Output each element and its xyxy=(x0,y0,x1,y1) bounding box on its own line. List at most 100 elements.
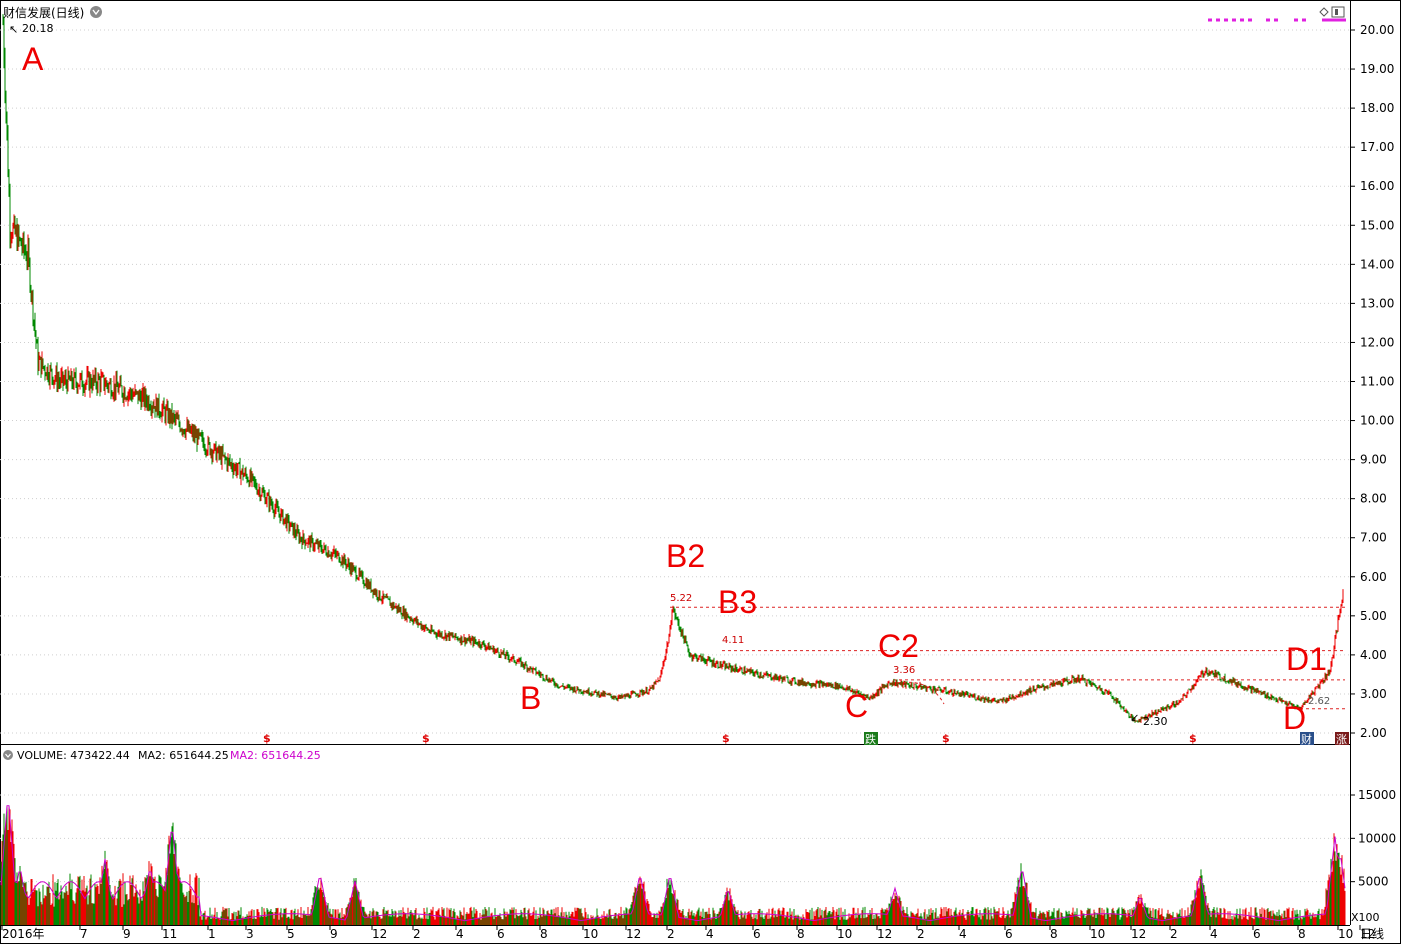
x-tick-label: 6 xyxy=(1253,927,1261,941)
zhang-badge-text: 涨 xyxy=(1336,733,1347,746)
volume-tick-label: 10000 xyxy=(1358,831,1396,845)
label-D1: D1 xyxy=(1286,641,1327,677)
x-tick-label: 5 xyxy=(287,927,295,941)
cai-badge-text: 财 xyxy=(1301,732,1312,746)
label-D: D xyxy=(1283,700,1306,736)
price-tick-label: 17.00 xyxy=(1360,140,1394,154)
settings-icon[interactable] xyxy=(90,6,102,18)
volume-grid xyxy=(0,794,1350,883)
window-icon-fill xyxy=(1335,9,1338,15)
price-tick-label: 2.00 xyxy=(1360,726,1387,740)
ma2-black: MA2: 651644.25 xyxy=(138,749,229,762)
x-tick-label: 12 xyxy=(877,927,892,941)
price-tick-label: 9.00 xyxy=(1360,453,1387,467)
x-tick-label: 10 xyxy=(1090,927,1105,941)
label-C: C xyxy=(845,688,868,724)
reference-lines xyxy=(670,606,1345,710)
x-tick-label: 日线 xyxy=(1360,927,1384,941)
die-badge[interactable] xyxy=(864,732,878,745)
x-tick-label: 10 xyxy=(1338,927,1353,941)
x-tick-label: 2 xyxy=(413,927,421,941)
dividend-marker-4[interactable]: $ xyxy=(942,732,950,745)
peak-arrow: ↖ xyxy=(9,23,18,36)
value-230: 2.30 xyxy=(1143,715,1168,728)
x-tick-label: 9 xyxy=(123,927,131,941)
c2-arc xyxy=(896,681,945,705)
ma2-magenta: MA2: 651644.25 xyxy=(230,749,321,762)
zhang-badge[interactable] xyxy=(1335,732,1349,745)
die-badge-text: 跌 xyxy=(865,732,876,746)
x-axis-ticks: 2016年 7 9 11 1 3 5 9 12 2 4 6 8 10 12 2 4 6 8 10 12 2 4 6 8 10 12 2… xyxy=(1,925,1384,941)
x-tick-label: 4 xyxy=(456,927,464,941)
x-tick-label: 11 xyxy=(162,927,177,941)
price-tick-label: 8.00 xyxy=(1360,492,1387,506)
price-tick-label: 3.00 xyxy=(1360,687,1387,701)
x-tick-label: 6 xyxy=(1005,927,1013,941)
value-522: 5.22 xyxy=(670,593,692,604)
x-tick-label: 12 xyxy=(626,927,641,941)
dividend-marker-1[interactable]: $ xyxy=(263,732,271,745)
price-candles xyxy=(2,14,1344,723)
x-tick-label: 2 xyxy=(917,927,925,941)
x-tick-label: 7 xyxy=(80,927,88,941)
x-tick-label: 4 xyxy=(959,927,967,941)
x-tick-label: 8 xyxy=(540,927,548,941)
price-tick-label: 7.00 xyxy=(1360,531,1387,545)
price-tick-label: 13.00 xyxy=(1360,296,1394,310)
label-B2: B2 xyxy=(666,538,705,574)
price-tick-label: 19.00 xyxy=(1360,62,1394,76)
chevron-down-icon xyxy=(92,9,100,16)
price-ticks: 20.00 19.00 18.00 17.00 16.00 15.00 14.00 13.00… xyxy=(1350,23,1394,740)
x-tick-label: 6 xyxy=(753,927,761,941)
x-tick-label: 3 xyxy=(246,927,254,941)
x-tick-label: 2 xyxy=(667,927,675,941)
x-tick-label: 2 xyxy=(1170,927,1178,941)
x-tick-label: 12 xyxy=(1131,927,1146,941)
value-262: 2.62 xyxy=(1308,696,1330,707)
diamond-icon[interactable] xyxy=(1319,7,1329,17)
price-tick-label: 18.00 xyxy=(1360,101,1394,115)
volume-tick-label: 15000 xyxy=(1358,788,1396,802)
price-tick-label: 11.00 xyxy=(1360,375,1394,389)
x-tick-label: 8 xyxy=(1050,927,1058,941)
volume-settings-icon[interactable] xyxy=(3,750,13,760)
x-tick-label: 9 xyxy=(330,927,338,941)
x-tick-label: 4 xyxy=(706,927,714,941)
dividend-marker-2[interactable]: $ xyxy=(422,732,430,745)
x-tick-label: 10 xyxy=(583,927,598,941)
x-tick-label: 12 xyxy=(372,927,387,941)
x-tick-label: 12 xyxy=(1360,927,1375,941)
x-tick-label: 4 xyxy=(1210,927,1218,941)
label-A: A xyxy=(22,41,44,77)
price-tick-label: 6.00 xyxy=(1360,570,1387,584)
dividend-marker-3[interactable]: $ xyxy=(722,732,730,745)
dividend-marker-5[interactable]: $ xyxy=(1189,732,1197,745)
value-336: 3.36 xyxy=(893,665,915,676)
toolbar-top-right xyxy=(1208,6,1346,22)
label-C2: C2 xyxy=(878,628,919,664)
x-tick-label: 1 xyxy=(208,927,216,941)
volume-multiplier: X100 xyxy=(1351,911,1380,924)
price-tick-label: 4.00 xyxy=(1360,648,1387,662)
chart-title: 财信发展(日线) xyxy=(3,5,84,20)
volume-bars xyxy=(0,805,1346,925)
price-grid xyxy=(0,29,1350,734)
x-tick-label: 8 xyxy=(1298,927,1306,941)
x-tick-label: 2016年 xyxy=(2,927,45,941)
volume-tick-label: 5000 xyxy=(1358,875,1389,889)
price-tick-label: 10.00 xyxy=(1360,414,1394,428)
value-411: 4.11 xyxy=(722,635,744,646)
chevron-down-icon xyxy=(5,753,11,758)
price-tick-label: 12.00 xyxy=(1360,335,1394,349)
x-tick-label: 10 xyxy=(837,927,852,941)
label-B: B xyxy=(520,680,541,716)
cai-badge[interactable] xyxy=(1300,732,1314,745)
price-tick-label: 16.00 xyxy=(1360,179,1394,193)
price-tick-label: 20.00 xyxy=(1360,23,1394,37)
x-tick-label: 8 xyxy=(797,927,805,941)
peak-value: 20.18 xyxy=(22,22,54,35)
volume-ma-line xyxy=(0,805,1346,922)
label-B3: B3 xyxy=(718,584,757,620)
